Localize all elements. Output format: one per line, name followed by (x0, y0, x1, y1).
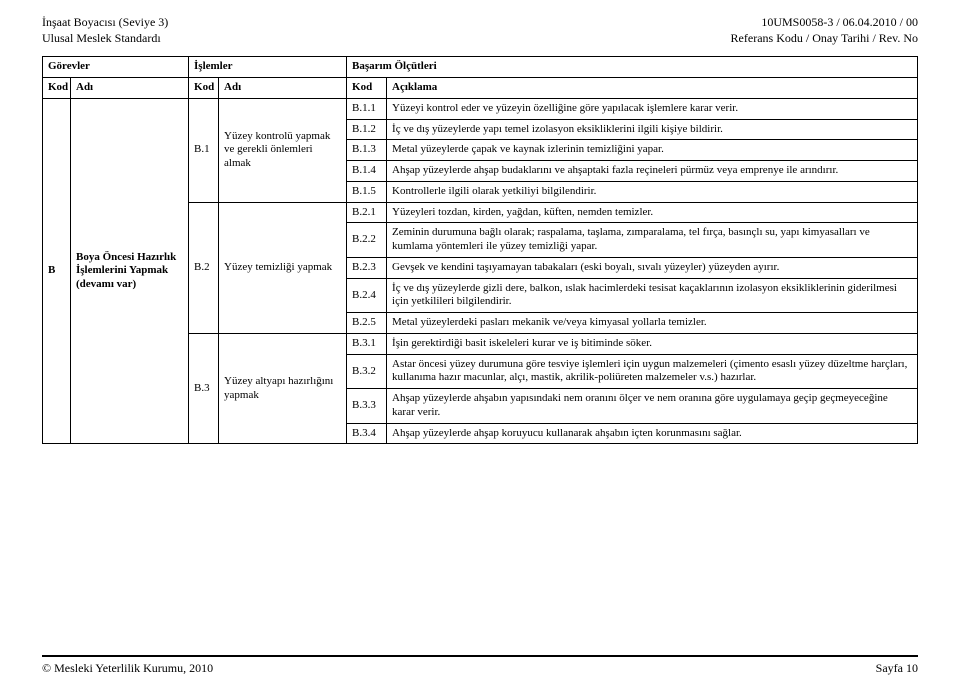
cell-islem-adi: Yüzey kontrolü yapmak ve gerekli önlemle… (219, 98, 347, 202)
cell-kod: B.2.5 (347, 313, 387, 334)
col-kod-3: Kod (347, 78, 387, 99)
criteria-table: Görevler İşlemler Başarım Ölçütleri Kod … (42, 56, 918, 444)
cell-islem-adi: Yüzey temizliği yapmak (219, 202, 347, 333)
cell-islem-adi: Yüzey altyapı hazırlığını yapmak (219, 333, 347, 444)
header-right-line1: 10UMS0058-3 / 06.04.2010 / 00 (761, 14, 918, 30)
header-right-line2: Referans Kodu / Onay Tarihi / Rev. No (731, 30, 918, 46)
cell-aciklama: Metal yüzeylerdeki pasları mekanik ve/ve… (387, 313, 918, 334)
cell-gorev-kod: B (43, 98, 71, 444)
cell-aciklama: Ahşap yüzeylerde ahşap koruyucu kullanar… (387, 423, 918, 444)
cell-kod: B.3.3 (347, 389, 387, 424)
col-basarim: Başarım Ölçütleri (347, 57, 918, 78)
cell-aciklama: İç ve dış yüzeylerde yapı temel izolasyo… (387, 119, 918, 140)
cell-aciklama: Astar öncesi yüzey durumuna göre tesviye… (387, 354, 918, 389)
col-adi-2: Adı (219, 78, 347, 99)
header-left-line1: İnşaat Boyacısı (Seviye 3) (42, 14, 168, 30)
cell-aciklama: Ahşap yüzeylerde ahşap budaklarını ve ah… (387, 161, 918, 182)
cell-kod: B.3.4 (347, 423, 387, 444)
cell-aciklama: Yüzeyi kontrol eder ve yüzeyin özelliğin… (387, 98, 918, 119)
cell-aciklama: Yüzeyleri tozdan, kirden, yağdan, küften… (387, 202, 918, 223)
table-row: B Boya Öncesi Hazırlık İşlemlerini Yapma… (43, 98, 918, 119)
cell-aciklama: Ahşap yüzeylerde ahşabın yapısındaki nem… (387, 389, 918, 424)
cell-kod: B.1.4 (347, 161, 387, 182)
cell-kod: B.1.2 (347, 119, 387, 140)
cell-aciklama: Kontrollerle ilgili olarak yetkiliyi bil… (387, 181, 918, 202)
cell-aciklama: Gevşek ve kendini taşıyamayan tabakaları… (387, 257, 918, 278)
cell-aciklama: İç ve dış yüzeylerde gizli dere, balkon,… (387, 278, 918, 313)
cell-kod: B.3.2 (347, 354, 387, 389)
cell-kod: B.1.5 (347, 181, 387, 202)
col-islemler: İşlemler (189, 57, 347, 78)
page-header: İnşaat Boyacısı (Seviye 3) Ulusal Meslek… (42, 14, 918, 46)
cell-aciklama: Zeminin durumuna bağlı olarak; raspalama… (387, 223, 918, 258)
cell-islem-kod: B.1 (189, 98, 219, 202)
cell-kod: B.2.2 (347, 223, 387, 258)
cell-kod: B.1.3 (347, 140, 387, 161)
cell-kod: B.1.1 (347, 98, 387, 119)
col-gorevler: Görevler (43, 57, 189, 78)
col-aciklama: Açıklama (387, 78, 918, 99)
cell-islem-kod: B.3 (189, 333, 219, 444)
cell-gorev-adi: Boya Öncesi Hazırlık İşlemlerini Yapmak … (71, 98, 189, 444)
cell-kod: B.2.1 (347, 202, 387, 223)
cell-islem-kod: B.2 (189, 202, 219, 333)
cell-aciklama: Metal yüzeylerde çapak ve kaynak izlerin… (387, 140, 918, 161)
cell-kod: B.3.1 (347, 333, 387, 354)
cell-kod: B.2.4 (347, 278, 387, 313)
cell-kod: B.2.3 (347, 257, 387, 278)
col-kod-2: Kod (189, 78, 219, 99)
footer-page-number: Sayfa 10 (876, 661, 918, 676)
cell-aciklama: İşin gerektirdiği basit iskeleleri kurar… (387, 333, 918, 354)
header-left-line2: Ulusal Meslek Standardı (42, 30, 168, 46)
col-adi-1: Adı (71, 78, 189, 99)
footer-copyright: © Mesleki Yeterlilik Kurumu, 2010 (42, 661, 213, 676)
col-kod-1: Kod (43, 78, 71, 99)
page-footer: © Mesleki Yeterlilik Kurumu, 2010 Sayfa … (42, 655, 918, 676)
